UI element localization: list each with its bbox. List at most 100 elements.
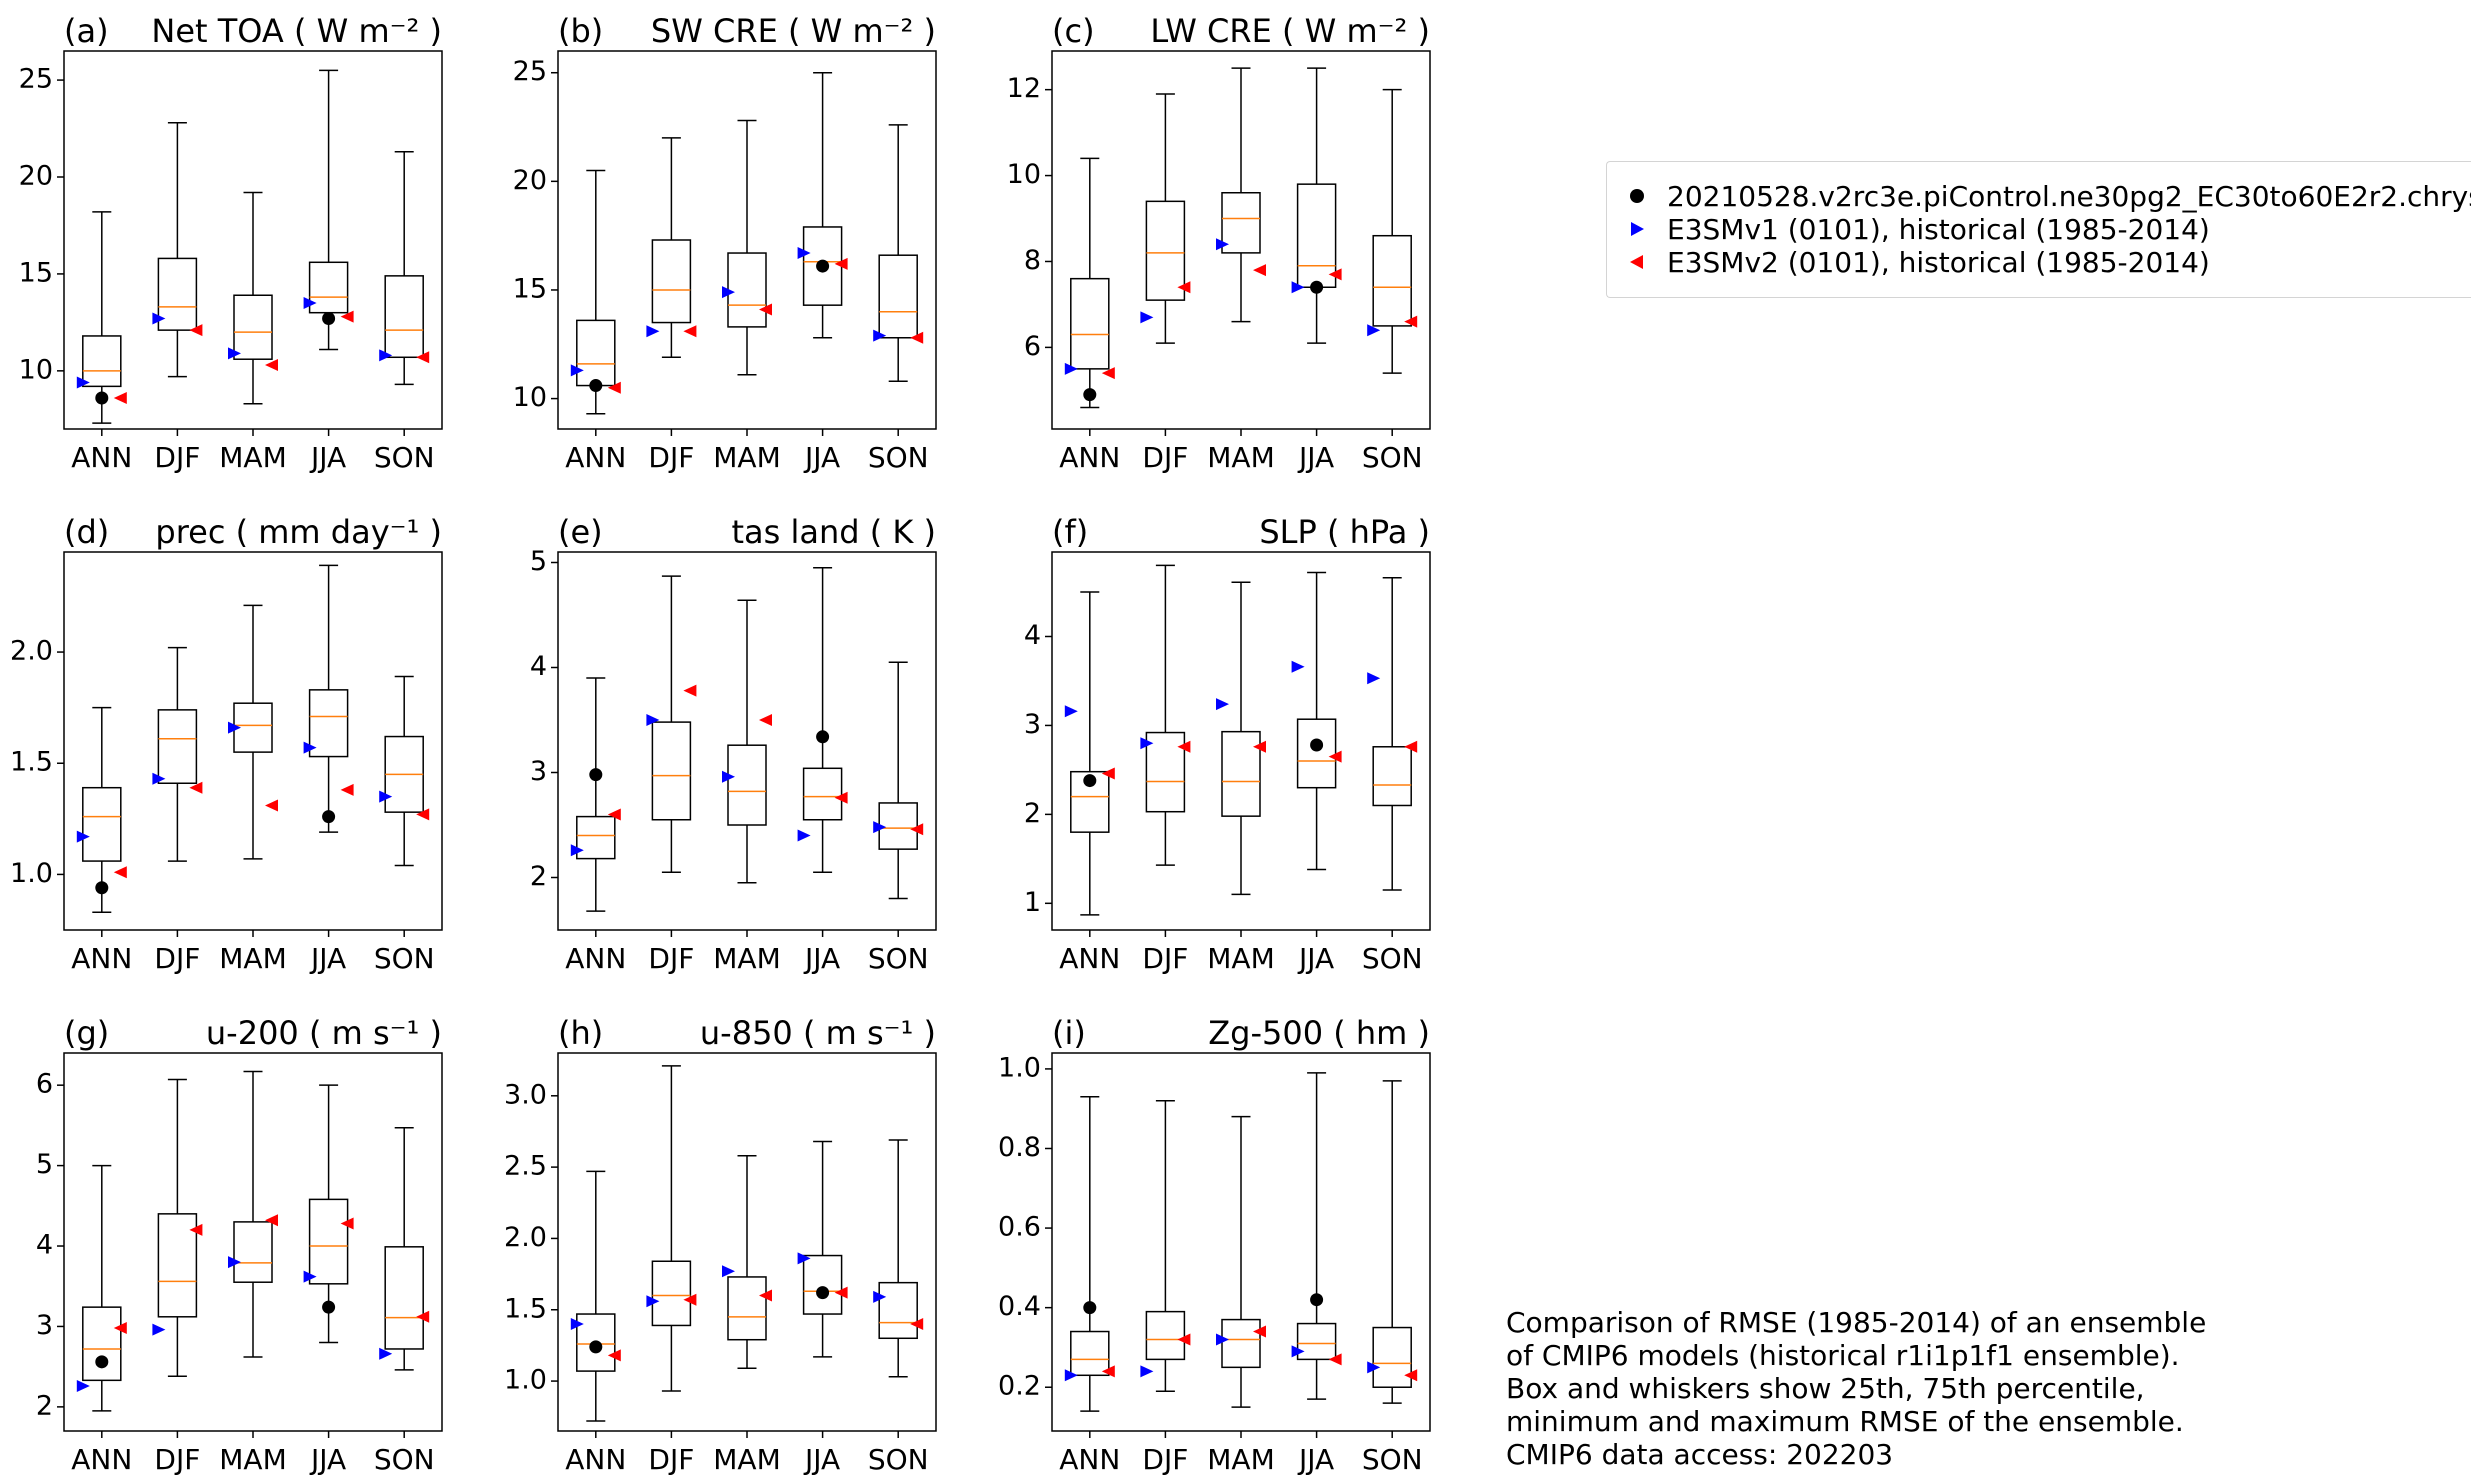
y-tick-label: 10	[1007, 159, 1041, 190]
box-iqr	[157, 257, 198, 331]
y-tick-label: 4	[36, 1230, 53, 1261]
box-iqr	[1145, 731, 1186, 813]
e3smv1-marker	[1064, 1369, 1078, 1382]
y-tick-label: 0.6	[998, 1212, 1041, 1243]
y-tick-label: 6	[36, 1069, 53, 1100]
x-tick-label: DJF	[648, 441, 694, 474]
test-marker	[1083, 774, 1097, 788]
y-tick-label: 2	[36, 1390, 53, 1421]
test-marker	[589, 1340, 603, 1354]
box-iqr	[1070, 1330, 1110, 1377]
x-tick-label: JJA	[309, 1443, 346, 1476]
e3smv1-marker	[303, 297, 317, 309]
box-iqr	[384, 1246, 424, 1350]
y-tick-label: 15	[513, 273, 547, 304]
x-tick-label: ANN	[565, 1443, 626, 1476]
e3smv2-marker	[1328, 268, 1342, 281]
box-iqr	[651, 1260, 692, 1327]
x-tick-label: DJF	[1142, 1443, 1188, 1476]
x-tick-label: DJF	[154, 1443, 200, 1476]
panel-label: (i)	[1052, 1014, 1086, 1052]
e3smv2-marker	[834, 1286, 848, 1299]
box-iqr	[1221, 1318, 1261, 1369]
e3smv1-marker	[152, 772, 166, 785]
e3smv1-marker	[570, 1318, 584, 1331]
y-tick-label: 2.5	[504, 1151, 547, 1182]
x-tick-label: ANN	[565, 441, 626, 474]
e3smv1-marker	[1367, 324, 1381, 337]
box-iqr	[233, 1221, 273, 1283]
e3smv1-marker	[1291, 1345, 1305, 1358]
e3smv1-marker	[379, 349, 393, 362]
e3smv1-marker	[228, 1256, 241, 1269]
x-tick-label: DJF	[648, 942, 694, 975]
y-tick-label: 20	[19, 161, 53, 192]
x-tick-label: JJA	[803, 942, 840, 975]
caption-line: Box and whiskers show 25th, 75th percent…	[1506, 1372, 2145, 1405]
y-tick-label: 4	[1024, 620, 1041, 651]
box-iqr	[1372, 234, 1412, 327]
e3smv2-marker	[265, 799, 278, 812]
box-iqr	[82, 786, 122, 862]
x-tick-label: ANN	[1059, 942, 1120, 975]
x-tick-label: SON	[1362, 441, 1423, 474]
y-tick-label: 0.2	[998, 1371, 1041, 1402]
triangle-right-marker-icon	[1607, 219, 1667, 239]
e3smv1-marker	[379, 1347, 393, 1360]
e3smv2-marker	[683, 1293, 697, 1306]
box-iqr	[1296, 1322, 1337, 1361]
x-tick-label: JJA	[1297, 1443, 1334, 1476]
e3smv2-marker	[1328, 750, 1342, 763]
e3smv2-marker	[683, 325, 697, 338]
e3smv1-marker	[1140, 737, 1154, 750]
y-tick-label: 15	[19, 257, 53, 288]
e3smv2-marker	[340, 310, 354, 323]
e3smv2-marker	[1177, 740, 1191, 753]
box-iqr	[1372, 746, 1412, 807]
y-tick-label: 10	[19, 354, 53, 385]
box-iqr	[651, 239, 692, 324]
y-tick-label: 25	[513, 56, 547, 87]
e3smv2-marker	[1101, 1365, 1115, 1378]
panel-title: tas land ( K )	[731, 513, 936, 551]
e3smv2-marker	[1177, 1333, 1191, 1346]
panel-label: (e)	[558, 513, 603, 551]
x-tick-label: MAM	[713, 1443, 780, 1476]
e3smv1-marker	[228, 347, 241, 360]
panel-title: u-850 ( m s⁻¹ )	[700, 1014, 936, 1052]
e3smv1-marker	[722, 770, 735, 783]
e3smv1-marker	[873, 1290, 887, 1303]
e3smv2-marker	[340, 1217, 354, 1230]
e3smv2-marker	[265, 1214, 278, 1227]
test-marker	[589, 768, 603, 782]
x-tick-label: MAM	[713, 441, 780, 474]
e3smv2-marker	[607, 1349, 621, 1362]
x-tick-label: JJA	[1297, 942, 1334, 975]
e3smv1-marker	[646, 714, 660, 726]
panel-i: 0.2 0.4 0.6 0.8 1.0 ANN DJF MAM JJA SON (i) Zg-500 …	[998, 1014, 1431, 1476]
e3smv2-marker	[113, 1322, 127, 1335]
test-marker	[322, 810, 336, 824]
e3smv2-marker	[759, 714, 772, 726]
test-marker	[1310, 1293, 1324, 1307]
x-tick-label: MAM	[1207, 441, 1274, 474]
y-tick-label: 5	[530, 546, 547, 577]
e3smv1-marker	[873, 821, 887, 834]
x-tick-label: SON	[868, 441, 929, 474]
e3smv1-marker	[1367, 1361, 1381, 1374]
x-tick-label: SON	[868, 1443, 929, 1476]
y-tick-label: 3	[530, 756, 547, 787]
x-tick-label: SON	[374, 441, 435, 474]
x-tick-label: SON	[1362, 942, 1423, 975]
y-tick-label: 0.4	[998, 1291, 1041, 1322]
x-tick-label: ANN	[1059, 441, 1120, 474]
panel-c: 6 8 10 12 ANN DJF MAM JJA SON (c) LW CRE ( W m⁻² )	[1007, 12, 1431, 474]
x-tick-label: MAM	[219, 441, 286, 474]
e3smv1-marker	[1140, 311, 1154, 324]
x-tick-label: MAM	[219, 942, 286, 975]
e3smv2-marker	[759, 303, 772, 316]
e3smv2-marker	[189, 1223, 203, 1236]
y-tick-label: 3	[1024, 709, 1041, 740]
box-iqr	[1070, 277, 1110, 370]
